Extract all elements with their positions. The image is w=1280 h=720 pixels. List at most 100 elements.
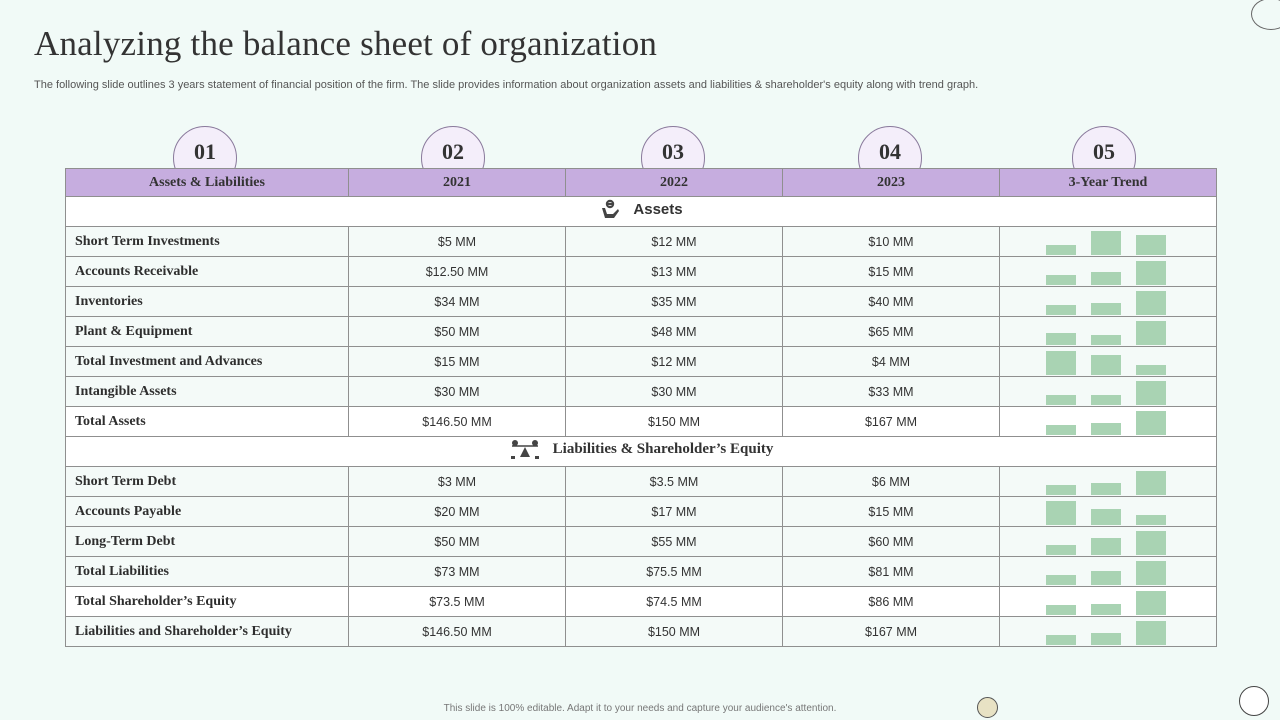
trend-mini-chart <box>1046 228 1168 255</box>
cell-2022: $12 MM <box>565 346 783 377</box>
trend-bar-2022 <box>1091 509 1121 525</box>
trend-bar-2022 <box>1091 395 1121 405</box>
cell-2021: $20 MM <box>348 496 566 527</box>
trend-bar-2023 <box>1136 531 1166 555</box>
trend-bar-2022 <box>1091 423 1121 435</box>
section-label-liabilities: Liabilities & Shareholder’s Equity <box>552 440 774 457</box>
trend-bar-2022 <box>1091 303 1121 315</box>
trend-cell <box>999 316 1217 347</box>
trend-mini-chart <box>1046 558 1168 585</box>
trend-bar-2023 <box>1136 381 1166 405</box>
trend-mini-chart <box>1046 408 1168 435</box>
row-label-inventories: Inventories <box>65 286 349 317</box>
cell-2022: $150 MM <box>565 406 783 437</box>
cell-2022: $55 MM <box>565 526 783 557</box>
cell-2022: $17 MM <box>565 496 783 527</box>
trend-cell <box>999 286 1217 317</box>
column-header-item: Assets & Liabilities <box>65 168 349 197</box>
trend-bar-2021 <box>1046 305 1076 315</box>
table-row: Liabilities and Shareholder’s Equity $146… <box>65 616 1217 647</box>
cell-2023: $15 MM <box>782 256 1000 287</box>
trend-bar-2023 <box>1136 515 1166 525</box>
cell-2021: $50 MM <box>348 316 566 347</box>
trend-bar-2022 <box>1091 355 1121 375</box>
trend-mini-chart <box>1046 318 1168 345</box>
row-label-total-shareholder-s-equity: Total Shareholder’s Equity <box>65 586 349 617</box>
table-row: Plant & Equipment $50 MM $48 MM $65 MM <box>65 316 1217 347</box>
cell-2021: $73.5 MM <box>348 586 566 617</box>
cell-2023: $10 MM <box>782 226 1000 257</box>
decorative-circle-beige <box>977 697 998 718</box>
trend-bar-2022 <box>1091 571 1121 585</box>
trend-bar-2021 <box>1046 395 1076 405</box>
trend-bar-2023 <box>1136 291 1166 315</box>
trend-cell <box>999 346 1217 377</box>
cell-2021: $146.50 MM <box>348 616 566 647</box>
row-label-short-term-debt: Short Term Debt <box>65 466 349 497</box>
cell-2021: $5 MM <box>348 226 566 257</box>
trend-cell <box>999 226 1217 257</box>
trend-bar-2021 <box>1046 501 1076 525</box>
cell-2021: $30 MM <box>348 376 566 407</box>
cell-2023: $33 MM <box>782 376 1000 407</box>
cell-2021: $12.50 MM <box>348 256 566 287</box>
table-row: Total Assets $146.50 MM $150 MM $167 MM <box>65 406 1217 437</box>
table-row: Long-Term Debt $50 MM $55 MM $60 MM <box>65 526 1217 557</box>
cell-2022: $74.5 MM <box>565 586 783 617</box>
column-header-2021: 2021 <box>348 168 566 197</box>
cell-2023: $167 MM <box>782 616 1000 647</box>
trend-bar-2022 <box>1091 483 1121 495</box>
trend-mini-chart <box>1046 618 1168 645</box>
column-header-2022: 2022 <box>565 168 783 197</box>
row-label-long-term-debt: Long-Term Debt <box>65 526 349 557</box>
trend-bar-2023 <box>1136 235 1166 255</box>
column-header-trend: 3-Year Trend <box>999 168 1217 197</box>
trend-bar-2022 <box>1091 633 1121 645</box>
trend-mini-chart <box>1046 288 1168 315</box>
cell-2023: $60 MM <box>782 526 1000 557</box>
trend-bar-2021 <box>1046 245 1076 255</box>
trend-cell <box>999 376 1217 407</box>
trend-bar-2021 <box>1046 545 1076 555</box>
cell-2023: $65 MM <box>782 316 1000 347</box>
table-row: Accounts Receivable $12.50 MM $13 MM $15 MM <box>65 256 1217 287</box>
trend-cell <box>999 256 1217 287</box>
cell-2023: $167 MM <box>782 406 1000 437</box>
row-label-liabilities-and-shareholder-s-equity: Liabilities and Shareholder’s Equity <box>65 616 349 647</box>
table-row: Inventories $34 MM $35 MM $40 MM <box>65 286 1217 317</box>
trend-mini-chart <box>1046 348 1168 375</box>
row-label-accounts-payable: Accounts Payable <box>65 496 349 527</box>
cell-2021: $50 MM <box>348 526 566 557</box>
trend-bar-2023 <box>1136 365 1166 375</box>
trend-cell <box>999 586 1217 617</box>
trend-cell <box>999 466 1217 497</box>
trend-mini-chart <box>1046 258 1168 285</box>
cell-2021: $3 MM <box>348 466 566 497</box>
table-row: Accounts Payable $20 MM $17 MM $15 MM <box>65 496 1217 527</box>
trend-bar-2021 <box>1046 351 1076 375</box>
trend-cell <box>999 526 1217 557</box>
row-label-accounts-receivable: Accounts Receivable <box>65 256 349 287</box>
trend-cell <box>999 406 1217 437</box>
balance-sheet-table: Assets & Liabilities 2021 2022 2023 3-Ye… <box>65 168 1217 647</box>
trend-bar-2022 <box>1091 335 1121 345</box>
trend-bar-2022 <box>1091 272 1121 285</box>
trend-bar-2021 <box>1046 275 1076 285</box>
cell-2023: $40 MM <box>782 286 1000 317</box>
trend-bar-2023 <box>1136 411 1166 435</box>
cell-2023: $86 MM <box>782 586 1000 617</box>
table-row: Total Investment and Advances $15 MM $12 M… <box>65 346 1217 377</box>
trend-bar-2021 <box>1046 333 1076 345</box>
section-row-liabilities: Liabilities & Shareholder’s Equity <box>65 436 1217 467</box>
scale-balance-icon <box>510 440 539 459</box>
footer-note: This slide is 100% editable. Adapt it to… <box>443 703 837 714</box>
trend-cell <box>999 616 1217 647</box>
page-title: Analyzing the balance sheet of organizat… <box>34 24 658 63</box>
table-row: Short Term Debt $3 MM $3.5 MM $6 MM <box>65 466 1217 497</box>
cell-2022: $12 MM <box>565 226 783 257</box>
section-label-assets: Assets <box>633 200 683 218</box>
cell-2023: $81 MM <box>782 556 1000 587</box>
decorative-circle-bottom-right <box>1239 686 1269 716</box>
trend-cell <box>999 496 1217 527</box>
trend-bar-2022 <box>1091 538 1121 555</box>
